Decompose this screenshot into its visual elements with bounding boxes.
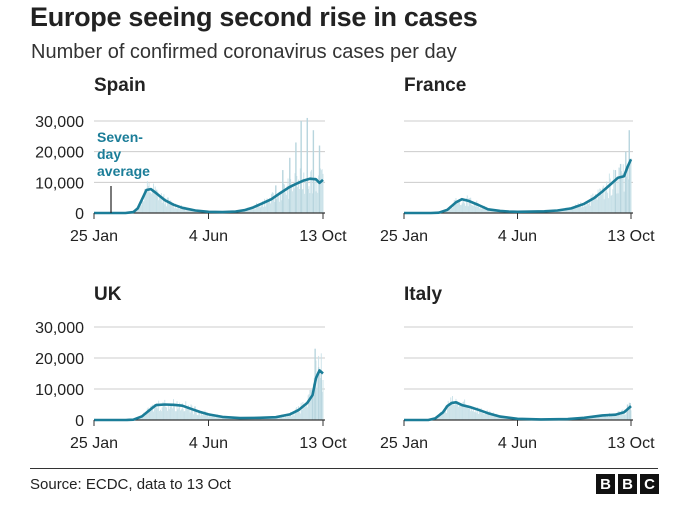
x-tick-label: 25 Jan	[380, 228, 428, 245]
x-tick-label: 4 Jun	[498, 435, 537, 452]
x-tick-label: 25 Jan	[70, 435, 118, 452]
x-tick-label: 13 Oct	[299, 435, 347, 452]
chart-panel-italy: Italy 25 Jan 4 Jun 13 Oct	[380, 284, 655, 452]
series-line-seven-day-average	[404, 400, 632, 422]
y-tick-label: 0	[75, 206, 84, 223]
y-tick-label: 10,000	[35, 175, 84, 192]
chart-panel-spain: Spain 30,000 20,000 10,000 0 25 Jan 4 Jun 13 Oc…	[35, 75, 347, 245]
daily-bars	[429, 395, 632, 420]
annotation-text: Seven-	[97, 129, 143, 145]
annotation-text: average	[97, 163, 150, 179]
series-line-seven-day-average	[94, 369, 324, 422]
panel-title: Spain	[94, 75, 146, 96]
y-tick-label: 30,000	[35, 320, 84, 337]
panel-title: UK	[94, 284, 122, 305]
daily-bars	[133, 348, 324, 420]
page-title: Europe seeing second rise in cases	[30, 2, 478, 32]
panel-title: Italy	[404, 284, 442, 305]
x-tick-label: 4 Jun	[189, 228, 228, 245]
series-line-seven-day-average	[94, 177, 324, 215]
x-tick-label: 25 Jan	[70, 228, 118, 245]
x-tick-label: 13 Oct	[607, 435, 655, 452]
y-tick-label: 0	[75, 413, 84, 430]
x-tick-label: 4 Jun	[498, 228, 537, 245]
chart-panel-france: France 25 Jan 4 Jun 13 Oct	[380, 75, 655, 245]
x-tick-label: 25 Jan	[380, 435, 428, 452]
x-tick-label: 13 Oct	[299, 228, 347, 245]
source-note: Source: ECDC, data to 13 Oct	[30, 476, 231, 493]
y-tick-label: 10,000	[35, 382, 84, 399]
bbc-logo-letter: B	[618, 474, 637, 494]
daily-bars	[439, 130, 632, 213]
footer-divider	[30, 468, 658, 469]
bbc-logo-letter: B	[596, 474, 615, 494]
bbc-logo: B B C	[596, 474, 659, 494]
panel-title: France	[404, 75, 466, 96]
page-subtitle: Number of confirmed coronavirus cases pe…	[31, 41, 457, 63]
y-tick-label: 30,000	[35, 114, 84, 131]
x-tick-label: 13 Oct	[607, 228, 655, 245]
x-tick-label: 4 Jun	[189, 435, 228, 452]
bbc-logo-letter: C	[640, 474, 659, 494]
y-tick-label: 20,000	[35, 351, 84, 368]
chart-panel-uk: UK 30,000 20,000 10,000 0 25 Jan 4 Jun 13 Oct	[35, 284, 347, 452]
daily-bars	[128, 117, 324, 213]
annotation-text: day	[97, 146, 121, 162]
series-line-seven-day-average	[404, 158, 633, 215]
y-tick-label: 20,000	[35, 145, 84, 162]
